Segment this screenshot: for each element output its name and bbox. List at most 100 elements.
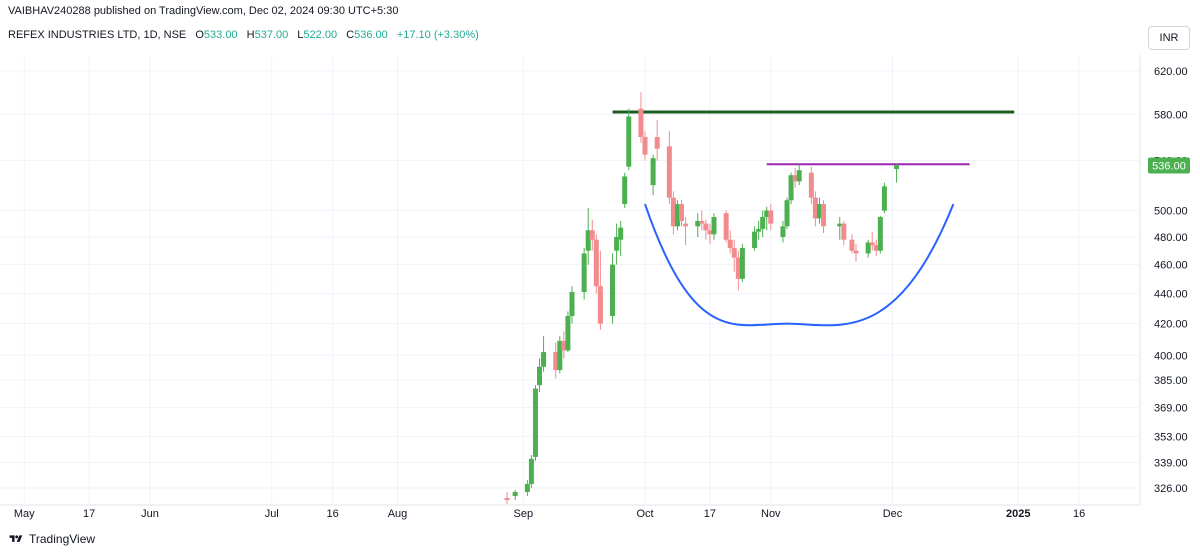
candle-body — [666, 146, 672, 198]
candle-body — [670, 197, 676, 227]
open-value: 533.00 — [203, 29, 238, 41]
candle-body — [788, 175, 794, 201]
footer-brand[interactable]: TradingView — [29, 532, 96, 546]
candle-body — [593, 239, 599, 287]
candle-body — [589, 230, 595, 240]
time-tick-label: 16 — [326, 508, 338, 520]
candle-body — [512, 491, 518, 497]
price-tick-label: 353.00 — [1154, 431, 1188, 443]
price-tick-label: 369.00 — [1154, 403, 1188, 415]
candle-body — [561, 340, 567, 351]
candle-body — [792, 175, 798, 182]
candle-body — [816, 204, 822, 219]
price-tick-label: 326.00 — [1154, 483, 1188, 495]
low-value: 522.00 — [303, 29, 338, 41]
candle-body — [735, 257, 741, 279]
candle-body — [853, 250, 859, 254]
high-label: H — [246, 29, 255, 41]
time-tick-label: Jun — [141, 508, 159, 520]
candle-body — [784, 200, 790, 227]
candle-body — [877, 217, 883, 251]
candle-body — [699, 221, 705, 224]
candle-body — [638, 108, 644, 138]
price-tick-label: 500.00 — [1154, 206, 1188, 218]
time-tick-label: Oct — [636, 508, 653, 520]
candle-body — [541, 352, 547, 367]
candle-body — [618, 227, 624, 240]
candle-body — [695, 221, 701, 227]
candle-body — [626, 116, 632, 167]
candle-body — [585, 230, 591, 251]
candle-body — [650, 158, 656, 186]
time-axis[interactable]: May 17 Jun Jul 16 Aug Sep Oct 17 Nov Dec 2025 16 — [14, 508, 1085, 520]
candle-body — [752, 231, 758, 248]
cup-arc — [644, 203, 955, 327]
time-tick-label: Nov — [761, 508, 781, 520]
candle-body — [739, 247, 745, 279]
footer: TradingView — [8, 530, 95, 548]
time-tick-label: Jul — [265, 508, 279, 520]
symbol-legend: REFEX INDUSTRIES LTD, 1D, NSE O533.00 H5… — [8, 29, 479, 41]
candle-body — [683, 223, 689, 227]
last-price-tag — [1148, 157, 1190, 174]
symbol-name[interactable]: REFEX INDUSTRIES LTD, 1D, NSE — [8, 29, 187, 41]
price-axis[interactable]: 620.00580.00540.00500.00480.00460.00440.… — [1148, 66, 1190, 495]
candle-body — [756, 228, 762, 232]
low-label: L — [297, 29, 304, 41]
price-tick-label: 480.00 — [1154, 232, 1188, 244]
chart-grid — [0, 55, 1141, 506]
tradingview-logo-icon — [9, 535, 23, 542]
time-tick-label: Dec — [883, 508, 903, 520]
candle-body — [873, 245, 879, 251]
candle-body — [768, 210, 774, 224]
candle-body — [812, 197, 818, 219]
close-value: 536.00 — [354, 29, 388, 41]
candle-body — [679, 204, 685, 222]
candle-body — [622, 176, 628, 205]
candle-body — [821, 204, 827, 227]
candle-body — [597, 286, 603, 324]
time-tick-label: Aug — [388, 508, 408, 520]
time-tick-label: 17 — [704, 508, 716, 520]
open-label: O — [195, 29, 204, 41]
candle-body — [642, 137, 648, 155]
candles — [504, 92, 900, 505]
candle-body — [711, 217, 717, 235]
currency-button[interactable]: INR — [1148, 26, 1190, 50]
candle-body — [894, 165, 900, 170]
price-tick-label: 580.00 — [1154, 109, 1188, 121]
change-value: +17.10 (+3.30%) — [396, 29, 479, 41]
candle-body — [780, 226, 786, 238]
price-tick-label: 440.00 — [1154, 288, 1188, 300]
candle-body — [703, 223, 709, 231]
candle-body — [707, 230, 713, 235]
candle-body — [569, 291, 575, 316]
publish-line: VAIBHAV240288 published on TradingView.c… — [8, 5, 399, 17]
price-tick-label: 385.00 — [1154, 375, 1188, 387]
candle-body — [796, 170, 802, 182]
candle-body — [565, 315, 571, 351]
candle-body — [581, 253, 587, 292]
candle-body — [674, 204, 680, 227]
candle-body — [808, 172, 814, 198]
candle-body — [865, 242, 871, 254]
price-tick-label: 460.00 — [1154, 260, 1188, 272]
candle-body — [557, 340, 563, 371]
candle-body — [553, 352, 559, 371]
high-value: 537.00 — [254, 29, 289, 41]
candle-body — [869, 242, 875, 246]
candle-body — [524, 484, 530, 492]
candle-body — [764, 210, 770, 218]
candle-body — [532, 388, 538, 457]
candle-body — [837, 223, 843, 227]
candle-body — [727, 239, 733, 248]
price-tick-label: 420.00 — [1154, 319, 1188, 331]
candle-body — [849, 239, 855, 251]
time-tick-label: 16 — [1073, 508, 1085, 520]
candle-body — [504, 498, 510, 501]
candle-body — [881, 186, 887, 211]
last-price-label: 536.00 — [1152, 160, 1186, 172]
candle-body — [537, 366, 543, 386]
close-label: C — [346, 29, 355, 41]
